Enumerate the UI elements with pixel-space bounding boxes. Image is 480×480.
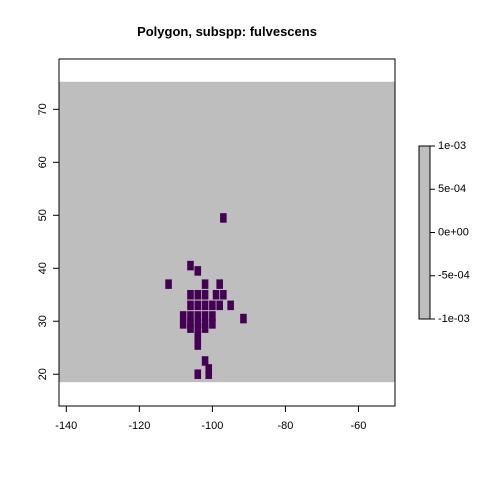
legend-tick-label: -5e-04 [438,270,470,282]
raster-cell [194,300,202,311]
raster-cell [194,289,202,300]
raster-cell [227,300,234,311]
raster-cell [209,319,216,329]
raster-cell [212,289,220,300]
raster-cell [194,311,202,321]
raster-cell [201,323,209,333]
raster-cell [179,319,187,329]
raster-cell [187,323,194,333]
legend-color-bar [418,145,431,320]
axes: -140 -120 -100 -80 -60 20 30 40 50 60 70 [37,58,396,432]
raster-cell [205,369,213,379]
y-tick-label: 30 [37,315,49,327]
y-tick-label: 20 [37,368,49,380]
raster-cell [194,340,202,350]
raster-cell [220,289,227,300]
legend: 1e-03 5e-04 0e+00 -5e-04 -1e-03 [418,140,470,325]
raster-cell [205,364,213,374]
x-tick-label: -140 [55,420,77,432]
x-tick-label: -100 [201,420,223,432]
raster-cell [165,279,172,289]
raster-cell [209,300,216,311]
raster-cell [187,289,194,300]
raster-cell [201,289,209,300]
x-tick-label: -120 [128,420,150,432]
raster-cell [201,279,209,289]
legend-tick-label: -1e-03 [438,313,470,325]
raster-cell [194,369,202,379]
plot-area [59,81,395,383]
raster-cell [179,311,187,321]
raster-cell [201,356,209,366]
raster-cell [194,266,202,276]
chart-title: Polygon, subspp: fulvescens [137,24,317,39]
raster-cell [209,311,216,321]
x-tick-label: -60 [351,420,367,432]
raster-cell [240,313,247,324]
x-tick-label: -80 [277,420,293,432]
y-tick-label: 60 [37,156,49,168]
raster-background [59,81,395,383]
raster-cell [201,300,209,311]
raster-cell [201,311,209,321]
legend-tick-label: 0e+00 [438,226,469,238]
raster-cell [187,311,194,321]
y-tick-label: 70 [37,103,49,115]
legend-tick-label: 5e-04 [438,183,466,195]
raster-cell [216,300,223,311]
y-tick-label: 40 [37,262,49,274]
raster-cell [194,323,202,333]
raster-cell [216,279,223,289]
raster-cell [220,213,227,223]
legend-tick-label: 1e-03 [438,140,466,152]
raster-cell [194,332,202,342]
raster-cell [187,300,194,311]
y-tick-label: 50 [37,209,49,221]
raster-cell [187,260,194,271]
